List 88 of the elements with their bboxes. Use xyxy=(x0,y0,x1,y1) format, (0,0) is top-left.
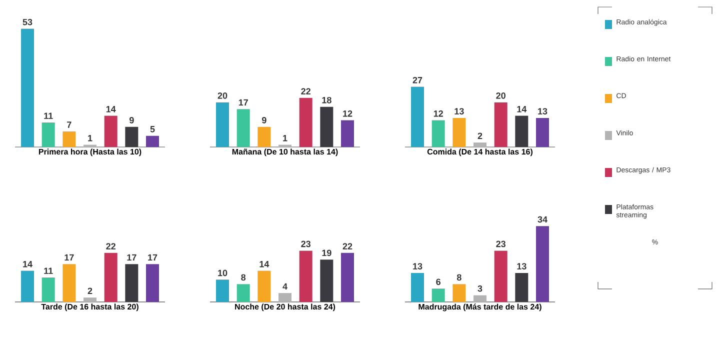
data-label: 4 xyxy=(282,283,288,290)
data-label: 1 xyxy=(88,135,92,142)
data-label: 11 xyxy=(44,268,53,274)
bar xyxy=(216,102,230,147)
data-label: 2 xyxy=(478,132,482,139)
bar xyxy=(432,288,445,302)
data-label: 3 xyxy=(478,285,482,292)
x-axis-title: Noche (De 20 hasta las 24) xyxy=(235,304,336,312)
x-axis-title: Tarde (De 16 hasta las 20) xyxy=(41,304,138,312)
data-label: 23 xyxy=(496,240,506,248)
bar xyxy=(452,284,466,302)
data-label: 27 xyxy=(412,76,422,84)
bar xyxy=(125,264,138,302)
bar xyxy=(536,226,549,302)
bar xyxy=(341,252,354,302)
data-label: 17 xyxy=(148,254,158,261)
bar xyxy=(515,273,528,302)
data-label: 8 xyxy=(241,274,246,281)
data-label: 9 xyxy=(262,117,266,124)
data-label: 17 xyxy=(64,254,74,261)
bar xyxy=(411,86,424,147)
bar xyxy=(21,270,34,302)
bar xyxy=(216,280,230,302)
data-label: 22 xyxy=(106,243,116,250)
data-label: 13 xyxy=(413,263,422,270)
bar xyxy=(146,136,160,147)
data-label: 13 xyxy=(454,108,464,114)
data-label: 9 xyxy=(129,117,134,124)
data-label: 11 xyxy=(44,112,53,119)
bar xyxy=(432,120,445,147)
data-label: 6 xyxy=(436,278,441,286)
x-axis-title: Primera hora (Hasta las 10) xyxy=(38,148,142,156)
bar xyxy=(21,28,34,147)
x-axis-title: Comida (De 14 hasta las 16) xyxy=(427,148,532,156)
bar xyxy=(84,298,97,302)
data-label: 2 xyxy=(88,288,92,294)
data-label: 17 xyxy=(238,99,248,106)
bar xyxy=(411,273,424,302)
data-label: 19 xyxy=(322,250,332,256)
x-axis-title: Mañana (De 10 hasta las 14) xyxy=(232,148,338,156)
data-label: 7 xyxy=(67,122,72,128)
data-label: 23 xyxy=(301,240,311,248)
data-label: 22 xyxy=(301,88,310,94)
bar xyxy=(278,293,292,302)
data-label: 12 xyxy=(434,110,443,117)
bar xyxy=(494,102,508,147)
bar xyxy=(474,295,486,302)
bar xyxy=(236,109,250,147)
data-label: 12 xyxy=(343,110,352,117)
data-label: 17 xyxy=(127,254,136,261)
bar xyxy=(62,131,76,147)
data-label: 18 xyxy=(322,96,332,104)
data-label: 1 xyxy=(283,135,288,142)
bar xyxy=(320,106,334,147)
bar xyxy=(104,252,118,302)
data-label: 14 xyxy=(23,261,32,268)
data-label: 13 xyxy=(538,108,548,114)
bar xyxy=(494,250,508,302)
bar xyxy=(474,142,486,147)
bar xyxy=(536,118,549,147)
data-label: 20 xyxy=(496,92,506,99)
data-label: 53 xyxy=(22,18,32,26)
bar xyxy=(258,126,271,147)
bar xyxy=(299,250,312,302)
bar xyxy=(299,98,312,147)
bar xyxy=(42,277,55,302)
bar xyxy=(104,116,118,147)
x-axis-title: Madrugada (Más tarde de las 24) xyxy=(418,304,542,312)
bar xyxy=(125,126,138,147)
bar xyxy=(258,270,271,302)
data-label: 34 xyxy=(538,216,548,223)
data-label: 14 xyxy=(260,261,270,268)
data-label: 5 xyxy=(150,126,155,132)
data-label: 8 xyxy=(456,274,462,281)
bar xyxy=(320,260,334,302)
bar xyxy=(452,118,466,147)
data-label: 22 xyxy=(342,243,352,250)
data-label: 14 xyxy=(106,106,116,112)
bar xyxy=(146,264,160,302)
bar xyxy=(62,264,76,302)
data-label: 20 xyxy=(218,92,228,99)
bar xyxy=(515,116,528,147)
bar xyxy=(341,120,354,147)
data-label: 14 xyxy=(517,106,527,112)
data-label: 13 xyxy=(517,263,526,270)
bar xyxy=(236,284,250,302)
bar xyxy=(42,122,55,147)
data-label: 10 xyxy=(218,270,228,276)
